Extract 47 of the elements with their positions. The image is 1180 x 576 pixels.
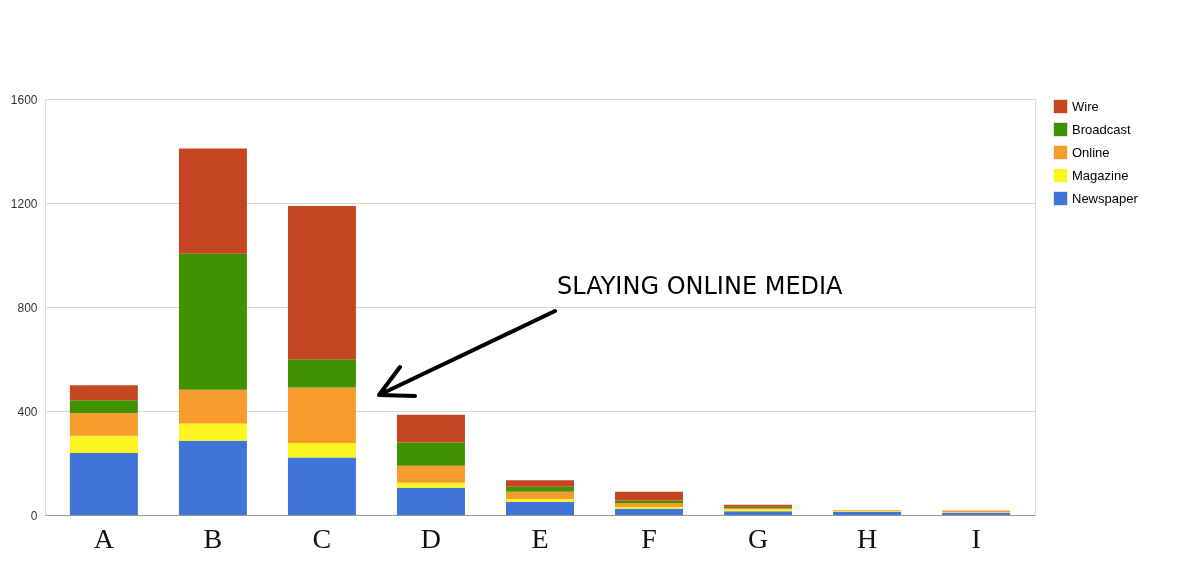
bar [615, 491, 684, 501]
bar [615, 508, 684, 515]
y-tick-label: 1600 [10, 92, 38, 107]
x-tick-label: F [641, 522, 657, 554]
y-tick-label: 0 [30, 508, 38, 523]
legend-label: Broadcast [1072, 121, 1131, 137]
bar [69, 385, 138, 401]
bar [396, 442, 465, 466]
bar [69, 413, 138, 436]
bar [506, 498, 574, 502]
legend-label: Magazine [1072, 167, 1129, 183]
bar [287, 359, 356, 388]
bar [178, 423, 247, 441]
bar [396, 465, 465, 483]
bar [178, 148, 247, 254]
bar [506, 480, 574, 487]
bar [69, 453, 138, 515]
y-tick-label: 400 [17, 404, 38, 419]
bar [287, 206, 356, 360]
bar [506, 501, 574, 515]
legend-label: Online [1072, 144, 1110, 160]
bar [287, 387, 356, 443]
bar [287, 442, 356, 458]
bar [506, 486, 574, 492]
bar [396, 487, 465, 515]
x-tick-label: G [747, 522, 769, 554]
x-tick-label: I [971, 522, 981, 554]
bar [178, 253, 247, 390]
x-tick-label: B [203, 522, 223, 554]
bar [396, 482, 465, 488]
y-tick-label: 1200 [10, 196, 38, 211]
legend-label: Wire [1072, 98, 1099, 114]
bar [69, 435, 138, 454]
bar [178, 389, 247, 424]
x-tick-label: C [312, 522, 332, 554]
bar [69, 400, 138, 414]
annotation: SLAYING ONLINE MEDIA [557, 272, 844, 300]
y-tick-label: 800 [17, 300, 38, 315]
bar [396, 414, 465, 443]
bar [506, 491, 574, 499]
x-tick-label: E [531, 522, 549, 554]
bar [178, 440, 247, 515]
x-tick-label: H [856, 522, 878, 554]
bar [287, 457, 356, 515]
x-tick-label: D [420, 522, 442, 554]
x-tick-label: A [93, 522, 115, 554]
legend-label: Newspaper [1072, 190, 1139, 206]
